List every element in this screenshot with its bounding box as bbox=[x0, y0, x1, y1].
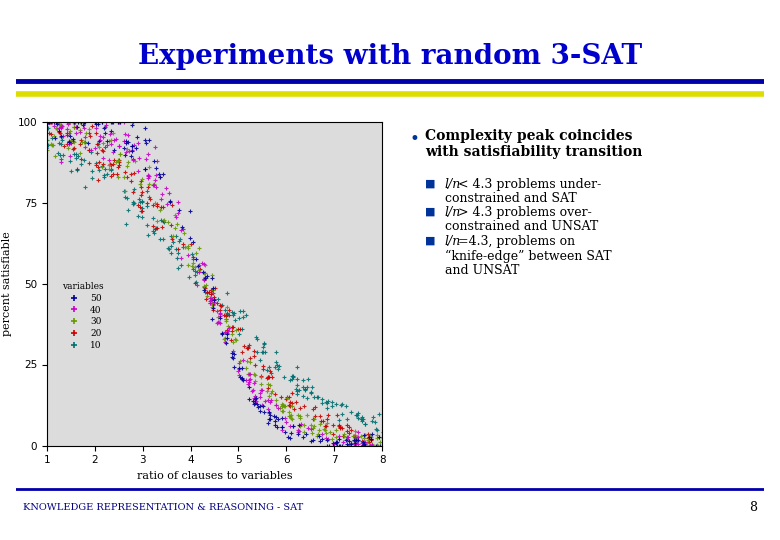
Text: > 4.3 problems over-: > 4.3 problems over- bbox=[458, 206, 591, 219]
Text: < 4.3 problems under-: < 4.3 problems under- bbox=[458, 178, 601, 191]
Text: KNOWLEDGE REPRESENTATION & REASONING - SAT: KNOWLEDGE REPRESENTATION & REASONING - S… bbox=[23, 503, 303, 511]
Text: 8: 8 bbox=[749, 501, 757, 514]
Text: “knife-edge” between SAT: “knife-edge” between SAT bbox=[445, 249, 612, 263]
Text: Complexity peak coincides: Complexity peak coincides bbox=[425, 129, 633, 143]
Legend: 50, 40, 30, 20, 10: 50, 40, 30, 20, 10 bbox=[58, 279, 107, 353]
Text: ■: ■ bbox=[425, 178, 435, 188]
Text: constrained and SAT: constrained and SAT bbox=[445, 192, 576, 205]
Text: l/n: l/n bbox=[445, 235, 461, 248]
Text: ■: ■ bbox=[425, 206, 435, 217]
Text: and UNSAT: and UNSAT bbox=[445, 264, 519, 276]
Text: constrained and UNSAT: constrained and UNSAT bbox=[445, 220, 597, 233]
Y-axis label: percent satisfiable: percent satisfiable bbox=[2, 231, 12, 336]
Text: l/n: l/n bbox=[445, 178, 461, 191]
Text: with satisfiability transition: with satisfiability transition bbox=[425, 145, 643, 159]
Text: •: • bbox=[410, 130, 420, 147]
Text: ■: ■ bbox=[425, 236, 435, 246]
Text: =4.3, problems on: =4.3, problems on bbox=[458, 235, 575, 248]
Text: Experiments with random 3-SAT: Experiments with random 3-SAT bbox=[138, 43, 642, 70]
Text: l/n: l/n bbox=[445, 206, 461, 219]
X-axis label: ratio of clauses to variables: ratio of clauses to variables bbox=[136, 471, 292, 481]
